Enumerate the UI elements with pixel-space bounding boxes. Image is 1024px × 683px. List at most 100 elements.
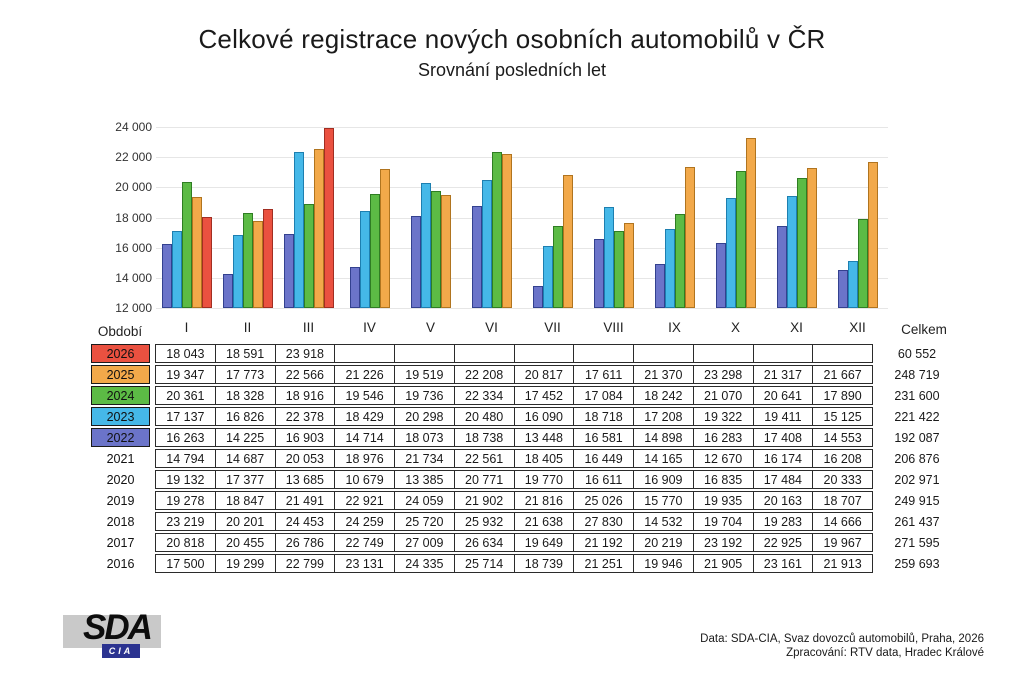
value-cell-2020-XI: 17 484 (752, 470, 814, 489)
value-cell-2023-X: 19 322 (692, 407, 754, 426)
value-cell-2016-VI: 25 714 (453, 554, 515, 573)
value-cell-2023-XI: 19 411 (752, 407, 814, 426)
value-cell-2016-X: 21 905 (692, 554, 754, 573)
bar-groups (156, 127, 888, 308)
value-cell-2019-X: 19 935 (692, 491, 754, 510)
value-cell-2017-VII: 19 649 (513, 533, 575, 552)
value-cell-2022-IV: 14 714 (334, 428, 395, 447)
bar-2024-XII (857, 219, 868, 308)
value-cell-2022-I: 16 263 (155, 428, 216, 447)
bar-2024-XI (796, 177, 807, 308)
bar-2023-IX (664, 229, 675, 308)
value-cell-2025-XII: 21 667 (812, 365, 873, 384)
value-cell-2024-X: 21 070 (692, 386, 754, 405)
month-label-I: I (184, 320, 189, 335)
year-cell-2026: 2026 (91, 344, 150, 363)
bar-2025-VIII (623, 223, 634, 308)
value-cell-2022-X: 16 283 (692, 428, 754, 447)
value-cell-2020-VI: 20 771 (453, 470, 515, 489)
bar-2023-V (420, 182, 431, 308)
bar-chart: 24 000 22 000 20 000 18 000 16 000 14 000 12 0… (0, 120, 1024, 315)
page-subtitle: Srovnání posledních let (417, 60, 607, 80)
value-cell-2024-V: 19 736 (394, 386, 455, 405)
bar-2022-VIII (593, 238, 604, 308)
bar-group-VII (522, 127, 583, 308)
bar-group-VIII (583, 127, 644, 308)
value-cell-2021-VI: 22 561 (453, 449, 515, 468)
value-cell-2017-I: 20 818 (155, 533, 216, 552)
bar-2025-VI (501, 154, 512, 308)
y-gridline (156, 247, 888, 249)
value-cell-2016-II: 19 299 (214, 554, 276, 573)
y-axis-tick-label: 20 000 (115, 180, 152, 195)
value-cell-2019-V: 24 059 (394, 491, 455, 510)
value-cell-2019-I: 19 278 (155, 491, 216, 510)
value-cell-2022-II: 14 225 (214, 428, 276, 447)
y-gridline (156, 187, 888, 189)
table-row-2018: 2018 23 219 20 201 24 453 24 259 25 720 25 932… (91, 512, 953, 531)
bar-2023-XI (786, 196, 797, 308)
value-cell-2021-III: 20 053 (274, 449, 336, 468)
month-label-V: V (425, 320, 435, 335)
value-cell-2020-II: 17 377 (214, 470, 276, 489)
y-axis-tick-label: 12 000 (115, 301, 152, 315)
value-cell-2018-VII: 21 638 (513, 512, 575, 531)
value-cell-2023-I: 17 137 (155, 407, 216, 426)
total-cell-2019: 249 915 (894, 493, 940, 508)
value-cell-2026-I: 18 043 (155, 344, 216, 363)
bar-2024-IX (674, 213, 685, 308)
bar-group-V (400, 127, 461, 308)
attribution-line-processing: Zpracování: RTV data, Hradec Králové (786, 647, 984, 659)
value-cell-2017-V: 27 009 (394, 533, 455, 552)
month-values-2020: 19 132 17 377 13 685 10 679 13 385 20 771 19 7… (155, 470, 873, 489)
bar-2025-X (745, 137, 756, 308)
value-cell-2019-VI: 21 902 (453, 491, 515, 510)
value-cell-2018-X: 19 704 (692, 512, 754, 531)
value-cell-2025-XI: 21 317 (752, 365, 814, 384)
bar-2023-III (293, 151, 304, 308)
value-cell-2021-I: 14 794 (155, 449, 216, 468)
value-cell-2017-VI: 26 634 (453, 533, 515, 552)
value-cell-2024-I: 20 361 (155, 386, 216, 405)
bar-2025-III (313, 148, 324, 308)
value-cell-2021-XI: 16 174 (752, 449, 814, 468)
value-cell-2020-IX: 16 909 (633, 470, 694, 489)
value-cell-2018-IV: 24 259 (334, 512, 395, 531)
value-cell-2021-IV: 18 976 (334, 449, 395, 468)
bar-group-X (705, 127, 766, 308)
value-cell-2026-V (394, 344, 455, 363)
month-values-2021: 14 794 14 687 20 053 18 976 21 734 22 561 18 4… (155, 449, 873, 468)
bar-2024-VIII (613, 231, 624, 308)
value-cell-2022-III: 16 903 (274, 428, 336, 447)
month-values-2017: 20 818 20 455 26 786 22 749 27 009 26 634 19 6… (155, 533, 873, 552)
value-cell-2024-VIII: 17 084 (573, 386, 634, 405)
sda-logo-background (63, 615, 161, 648)
bar-2026-II (262, 208, 273, 308)
value-cell-2026-VI (453, 344, 515, 363)
value-cell-2026-VIII (573, 344, 634, 363)
year-cell-2020: 2020 (106, 472, 135, 487)
value-cell-2018-VIII: 27 830 (573, 512, 634, 531)
value-cell-2021-II: 14 687 (214, 449, 276, 468)
bar-2025-IX (684, 166, 695, 308)
month-values-2025: 19 347 17 773 22 566 21 226 19 519 22 208 20 8… (155, 365, 873, 384)
total-cell-2017: 271 595 (894, 535, 940, 550)
bar-2022-VII (532, 286, 543, 308)
bar-group-XI (766, 127, 827, 308)
value-cell-2019-VIII: 25 026 (573, 491, 634, 510)
value-cell-2016-III: 22 799 (274, 554, 336, 573)
value-cell-2018-II: 20 201 (214, 512, 276, 531)
table-row-2019: 2019 19 278 18 847 21 491 22 921 24 059 21 902… (91, 491, 953, 510)
value-cell-2024-II: 18 328 (214, 386, 276, 405)
bar-2023-X (725, 197, 736, 308)
table-row-2023: 2023 17 137 16 826 22 378 18 429 20 298 20 480… (91, 407, 953, 426)
value-cell-2025-IX: 21 370 (633, 365, 694, 384)
total-cell-2021: 206 876 (894, 451, 940, 466)
bar-2022-III (283, 234, 294, 308)
value-cell-2020-III: 13 685 (274, 470, 336, 489)
bar-group-I (156, 127, 217, 308)
value-cell-2026-VII (513, 344, 575, 363)
cia-logo-badge: CIA (102, 644, 140, 658)
value-cell-2018-XII: 14 666 (812, 512, 873, 531)
bar-2022-VI (471, 206, 482, 308)
